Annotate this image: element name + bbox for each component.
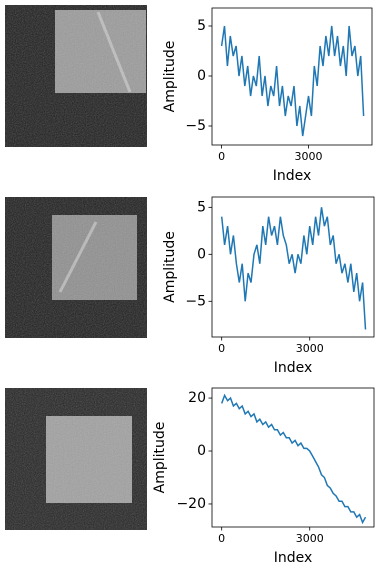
x-tick-label: 3000 [296,342,324,355]
chart: −20 0 20 0 3000 Index Amplitude [152,387,375,566]
y-axis-label: Amplitude [162,231,178,303]
x-tick-label: 3000 [296,532,324,545]
x-tick-label: 0 [218,342,225,355]
x-axis-label: Index [274,550,313,566]
plot-area [220,393,367,525]
data-line [220,25,365,137]
chart: −5 0 5 0 3000 Index Amplitude [162,7,373,184]
axes-frame [211,7,373,146]
data-line [220,393,367,525]
x-tick-label: 0 [218,532,225,545]
y-tick-label: 0 [197,443,206,459]
y-tick-label: −5 [185,293,206,309]
plot-area [220,25,365,137]
image-panel [5,5,147,147]
y-axis-label: Amplitude [152,422,168,494]
y-tick-label: 5 [197,199,206,215]
axes-frame [211,387,375,528]
x-axis-label: Index [273,168,312,184]
y-tick-label: 5 [197,18,206,34]
plot-area [220,207,367,330]
y-tick-label: −20 [176,496,206,512]
data-line [220,207,367,330]
y-axis-label: Amplitude [162,41,178,113]
x-tick-label: 3000 [295,150,323,163]
image-panel [5,197,147,338]
y-tick-label: 20 [188,390,206,406]
y-tick-label: 0 [197,68,206,84]
chart: −5 0 5 0 3000 Index Amplitude [162,196,375,376]
x-tick-label: 0 [218,150,225,163]
x-axis-label: Index [274,360,313,376]
axes-frame [211,196,375,338]
y-tick-label: −5 [185,118,206,134]
image-panel [5,388,147,530]
y-tick-label: 0 [197,246,206,262]
